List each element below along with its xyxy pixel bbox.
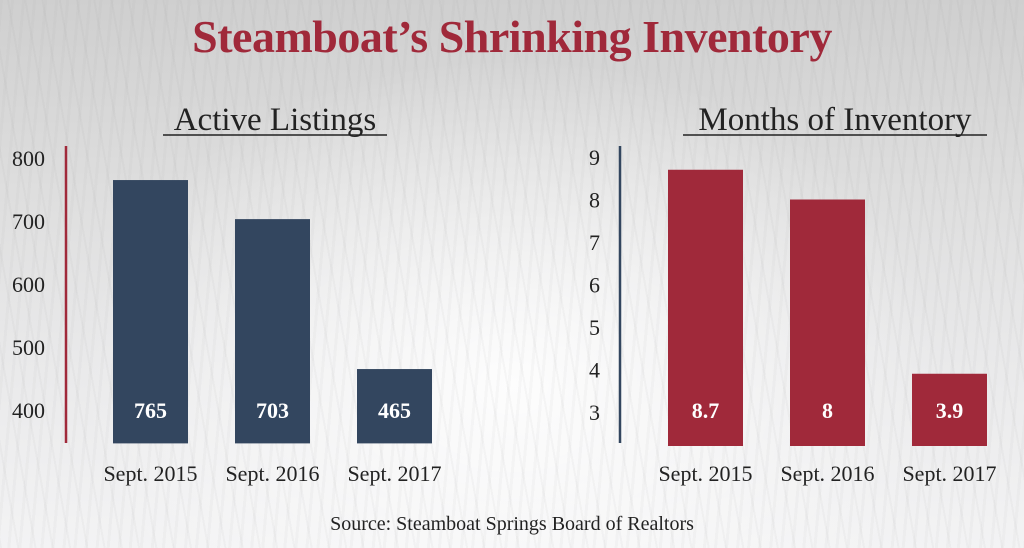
listings-y-tick-label: 800 [12, 146, 45, 171]
listings-y-tick-label: 600 [12, 272, 45, 297]
listings-category-label: Sept. 2016 [225, 461, 319, 486]
inventory-y-tick-label: 9 [589, 145, 600, 170]
inventory-y-tick-label: 3 [589, 400, 600, 425]
inventory-bar [790, 199, 865, 446]
listings-y-tick-label: 500 [12, 335, 45, 360]
listings-bar [357, 369, 432, 444]
inventory-data-label: 8 [822, 398, 833, 423]
inventory-y-tick-label: 8 [589, 188, 600, 213]
inventory-bar [668, 169, 743, 446]
listings-y-tick-label: 400 [12, 398, 45, 423]
listings-bar [235, 219, 310, 444]
inventory-category-label: Sept. 2015 [658, 461, 752, 486]
listings-bar [113, 180, 188, 444]
inventory-y-tick-label: 5 [589, 315, 600, 340]
page-title: Steamboat’s Shrinking Inventory [192, 11, 832, 62]
listings-chart: Active Listings 400 500 600 700 800 765 Sept. 2… [12, 102, 442, 486]
listings-data-label: 465 [378, 398, 411, 423]
inventory-y-tick-label: 6 [589, 273, 600, 298]
inventory-data-label: 8.7 [692, 398, 720, 423]
inventory-chart: Months of Inventory 3 4 5 6 7 8 9 8.7 Sept. 2015 8… [589, 102, 997, 486]
listings-data-label: 703 [256, 398, 289, 423]
inventory-data-label: 3.9 [936, 398, 964, 423]
listings-chart-title: Active Listings [174, 102, 377, 138]
listings-category-label: Sept. 2015 [103, 461, 197, 486]
inventory-y-tick-label: 7 [589, 230, 600, 255]
inventory-bar [912, 373, 987, 446]
inventory-category-label: Sept. 2017 [902, 461, 996, 486]
listings-y-tick-label: 700 [12, 209, 45, 234]
listings-data-label: 765 [134, 398, 167, 423]
source-note: Source: Steamboat Springs Board of Realt… [330, 513, 694, 535]
listings-category-label: Sept. 2017 [347, 461, 441, 486]
inventory-y-tick-label: 4 [589, 358, 600, 383]
inventory-category-label: Sept. 2016 [780, 461, 874, 486]
inventory-chart-title: Months of Inventory [698, 102, 972, 138]
